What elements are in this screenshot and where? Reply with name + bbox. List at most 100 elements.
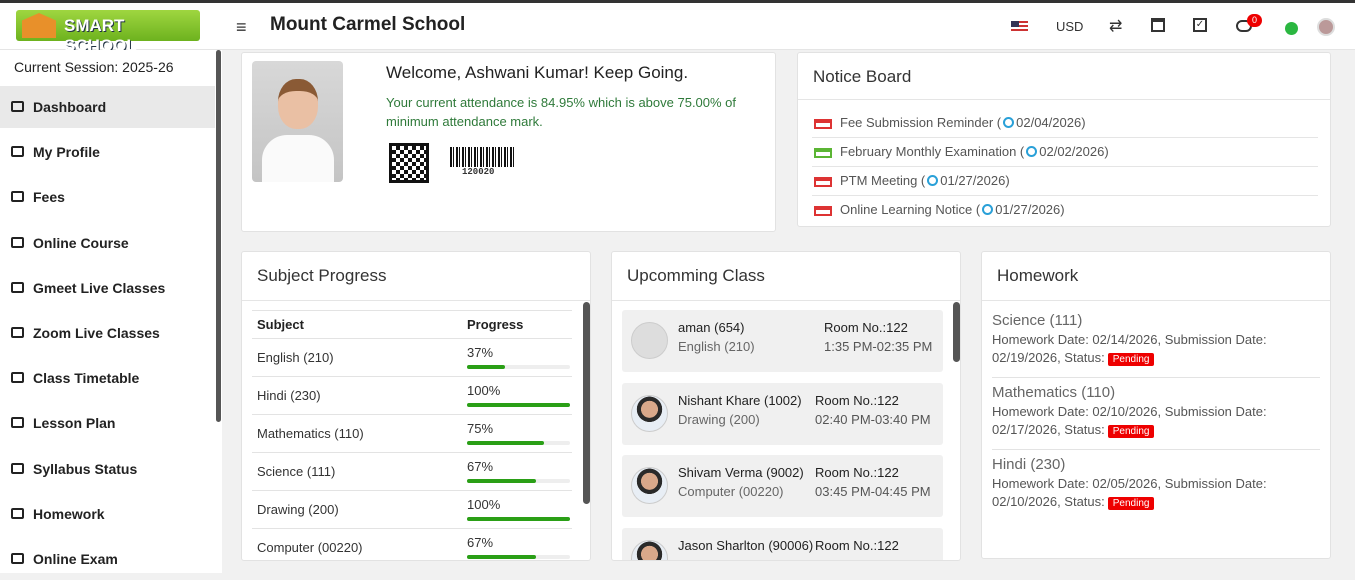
class-item: Nishant Khare (1002) Drawing (200) Room No… xyxy=(622,382,943,445)
mail-icon xyxy=(814,206,832,216)
notice-title: February Monthly Examination ( xyxy=(840,144,1025,159)
divider xyxy=(992,377,1320,378)
menu-item[interactable]: Online Exam xyxy=(0,538,215,580)
homework-details: Homework Date: 02/10/2026, Submission Da… xyxy=(992,403,1312,441)
notice-date: 02/02/2026) xyxy=(1039,144,1109,159)
divider xyxy=(252,338,572,339)
menu-toggle[interactable]: ≡ xyxy=(236,17,247,37)
progress-bar xyxy=(467,479,536,483)
status-badge: Pending xyxy=(1107,353,1155,366)
task-icon[interactable]: ✓ xyxy=(1193,18,1207,32)
menu-item[interactable]: Dashboard xyxy=(0,86,215,128)
menu-icon xyxy=(11,507,24,519)
notification-count: 0 xyxy=(1247,14,1262,27)
mail-icon xyxy=(814,119,832,129)
progress-label: 100% xyxy=(467,383,501,398)
class-time: 1:35 PM-02:35 PM xyxy=(824,339,933,354)
notice-date: 01/27/2026) xyxy=(940,173,1010,188)
sidebar: Current Session: 2025-26 Dashboard My Pro… xyxy=(0,50,222,573)
school-name: Mount Carmel School xyxy=(270,14,466,35)
card-title: Subject Progress xyxy=(257,266,387,285)
subject-name: Hindi (230) xyxy=(257,388,321,403)
mail-icon xyxy=(814,177,832,187)
clock-icon xyxy=(982,204,994,215)
menu-item[interactable]: Homework xyxy=(0,493,215,535)
notice-item[interactable]: February Monthly Examination ( 02/02/2026… xyxy=(840,144,1109,159)
class-subject: Computer (00220) xyxy=(678,484,784,499)
scrollbar[interactable] xyxy=(953,302,960,362)
details-text: Homework Date: 02/10/2026, Submission Da… xyxy=(992,404,1267,437)
menu-icon xyxy=(11,462,24,474)
progress-track xyxy=(467,555,570,559)
subject-name: Drawing (200) xyxy=(257,502,339,517)
progress-label: 67% xyxy=(467,535,494,550)
class-item: Shivam Verma (9002) Computer (00220) Room … xyxy=(622,455,943,517)
teacher-avatar xyxy=(631,539,668,560)
class-time: 02:40 PM-03:40 PM xyxy=(815,411,931,427)
qr-code xyxy=(389,143,429,183)
divider xyxy=(252,452,572,453)
whatsapp-icon[interactable] xyxy=(1285,22,1298,35)
details-text: Homework Date: 02/14/2026, Submission Da… xyxy=(992,332,1267,365)
divider xyxy=(812,195,1318,196)
divider xyxy=(252,490,572,491)
menu-icon xyxy=(11,372,24,384)
class-teacher: Shivam Verma (9002) xyxy=(678,465,804,480)
menu-icon xyxy=(11,236,24,248)
logo[interactable]: SMART SCHOOL xyxy=(16,10,200,55)
menu-item[interactable]: My Profile xyxy=(0,131,215,173)
divider xyxy=(252,376,572,377)
class-teacher: Nishant Khare (1002) xyxy=(678,392,802,408)
currency[interactable]: USD xyxy=(1056,19,1084,34)
teacher-avatar xyxy=(631,322,668,359)
switch-icon[interactable]: ⇄ xyxy=(1109,18,1123,35)
progress-track xyxy=(467,365,570,369)
homework-card: Homework Science (111) Homework Date: 02/… xyxy=(981,251,1331,559)
notice-card: Notice Board Fee Submission Reminder (02… xyxy=(797,52,1331,227)
topbar: SMART SCHOOL ≡ Mount Carmel School USD ⇄… xyxy=(0,0,1355,55)
homework-subject: Science (111) xyxy=(992,312,1083,329)
progress-label: 100% xyxy=(467,497,501,512)
progress-bar xyxy=(467,441,545,445)
scrollbar[interactable] xyxy=(583,302,590,504)
menu-item[interactable]: Class Timetable xyxy=(0,357,215,399)
menu-item[interactable]: Syllabus Status xyxy=(0,448,215,490)
class-room: Room No.:122 xyxy=(815,537,899,553)
menu-item[interactable]: Zoom Live Classes xyxy=(0,312,215,354)
class-teacher: Jason Sharlton (90006) xyxy=(678,537,814,553)
welcome-title: Welcome, Ashwani Kumar! Keep Going. xyxy=(386,63,689,82)
class-subject: English (210) xyxy=(678,339,755,354)
subject-name: Mathematics (110) xyxy=(257,426,364,441)
notice-title: Fee Submission Reminder ( xyxy=(840,115,1002,130)
calendar-icon[interactable] xyxy=(1151,18,1165,32)
flag-icon[interactable] xyxy=(1011,21,1028,33)
class-room: Room No.:122 xyxy=(815,465,899,480)
menu-icon xyxy=(11,101,24,112)
scrollbar[interactable] xyxy=(216,50,221,422)
menu-item[interactable]: Lesson Plan xyxy=(0,402,215,444)
divider xyxy=(812,137,1318,138)
details-text: Homework Date: 02/05/2026, Submission Da… xyxy=(992,476,1267,509)
progress-track xyxy=(467,479,570,483)
clock-icon xyxy=(927,175,939,186)
logo-icon xyxy=(22,13,56,38)
table-header: Progress xyxy=(467,317,524,332)
menu-item[interactable]: Fees xyxy=(0,176,215,218)
class-room: Room No.:122 xyxy=(824,320,908,335)
class-subject: Drawing (200) xyxy=(678,411,760,427)
clock-icon xyxy=(1003,117,1015,128)
menu-item[interactable]: Online Course xyxy=(0,222,215,264)
divider xyxy=(252,528,572,529)
user-avatar[interactable] xyxy=(1317,18,1335,36)
menu-item[interactable]: Gmeet Live Classes xyxy=(0,267,215,309)
notice-item[interactable]: PTM Meeting (01/27/2026) xyxy=(840,173,1010,188)
notice-date: 02/04/2026) xyxy=(1016,115,1086,130)
upcoming-class-card: Upcomming Class aman (654) English (210) R… xyxy=(611,251,961,561)
notice-item[interactable]: Fee Submission Reminder ( 02/04/2026) xyxy=(840,115,1086,130)
notice-item[interactable]: Online Learning Notice (01/27/2026) xyxy=(840,202,1065,217)
progress-track xyxy=(467,517,570,521)
class-room: Room No.:122 xyxy=(815,392,899,408)
homework-subject: Mathematics (110) xyxy=(992,384,1116,401)
subject-progress-card: Subject Progress Subject Progress English … xyxy=(241,251,591,561)
